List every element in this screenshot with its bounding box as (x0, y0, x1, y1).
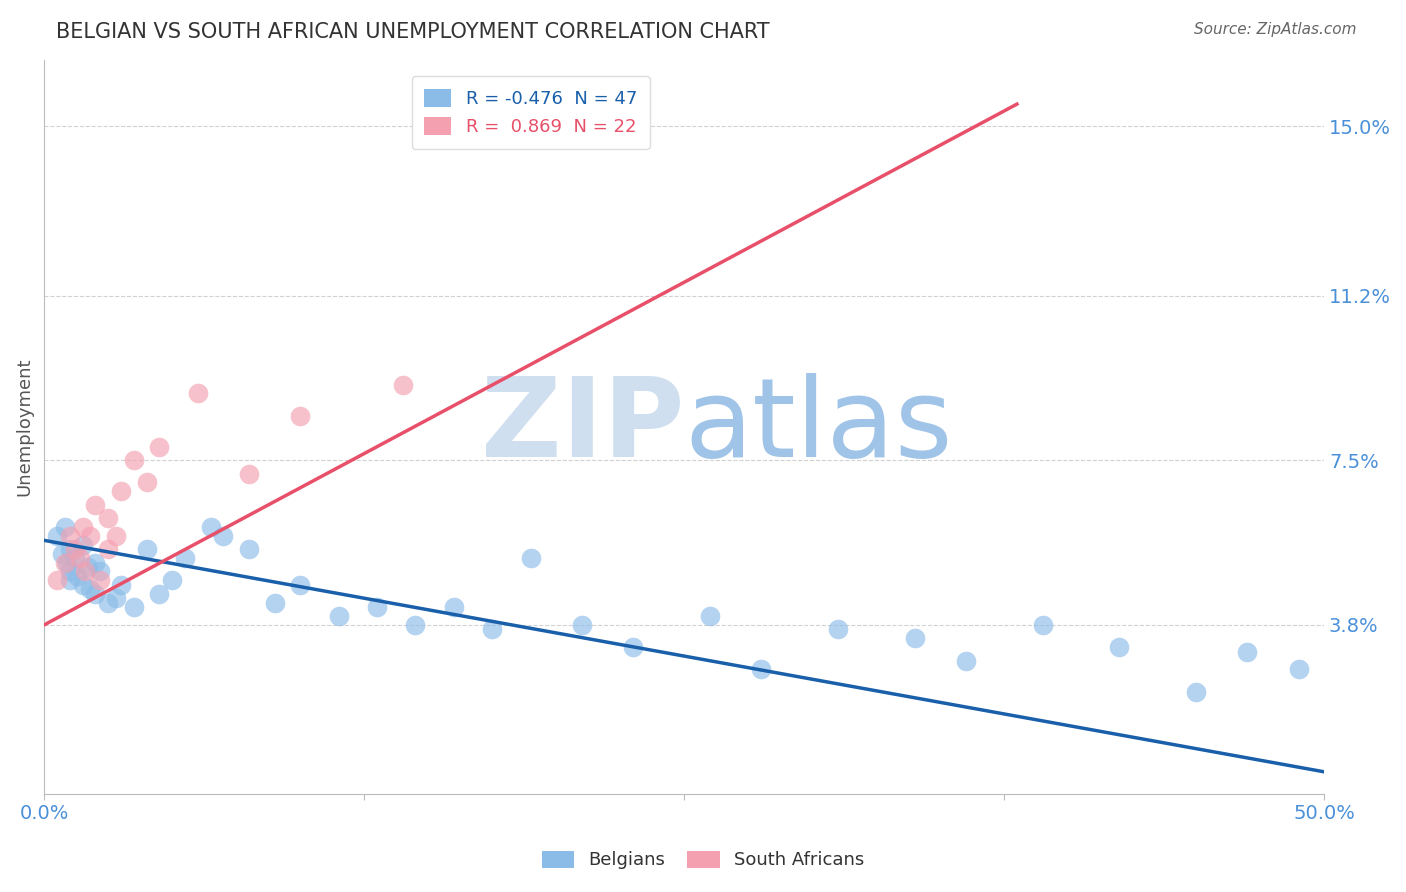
Point (97, 511, 120, 525)
Point (72, 520, 94, 534)
Point (187, 386, 209, 401)
Point (104, 529, 127, 543)
Point (174, 551, 197, 566)
Point (699, 609, 721, 624)
Point (955, 653, 977, 667)
Point (59, 565, 82, 579)
Point (76, 560, 98, 574)
Point (827, 623, 849, 637)
Point (148, 587, 170, 601)
Point (89, 565, 111, 579)
Point (404, 618, 426, 632)
Point (1108, 640, 1130, 655)
Point (571, 618, 593, 632)
Point (63, 551, 86, 566)
Point (75, 565, 97, 579)
Text: BELGIAN VS SOUTH AFRICAN UNEMPLOYMENT CORRELATION CHART: BELGIAN VS SOUTH AFRICAN UNEMPLOYMENT CO… (56, 22, 770, 42)
Point (328, 609, 350, 624)
Point (238, 467, 260, 481)
Point (443, 600, 465, 615)
Point (89, 574, 111, 588)
Point (621, 640, 644, 655)
Point (72, 538, 94, 552)
Point (84, 587, 107, 601)
Point (135, 542, 157, 557)
Point (104, 591, 127, 606)
Point (391, 377, 413, 392)
Point (79, 529, 101, 543)
Point (72, 578, 94, 592)
Point (110, 484, 132, 499)
Point (122, 453, 145, 467)
Point (263, 596, 285, 610)
Point (519, 551, 541, 566)
Point (110, 578, 132, 592)
Text: ZIP: ZIP (481, 374, 685, 480)
Point (59, 574, 82, 588)
Point (97, 542, 120, 557)
Point (481, 623, 503, 637)
Point (84, 556, 107, 570)
Point (200, 520, 222, 534)
Point (366, 600, 388, 615)
Point (63, 542, 86, 557)
Point (97, 596, 120, 610)
Point (45, 529, 67, 543)
Text: Source: ZipAtlas.com: Source: ZipAtlas.com (1194, 22, 1357, 37)
Point (59, 542, 82, 557)
Point (69, 551, 91, 566)
Point (135, 475, 157, 490)
Point (1288, 662, 1310, 676)
Point (66, 569, 89, 583)
Point (79, 582, 101, 597)
Point (212, 529, 235, 543)
Point (749, 662, 772, 676)
Point (494, 128, 516, 143)
Point (45, 574, 67, 588)
Point (1185, 684, 1208, 698)
Y-axis label: Unemployment: Unemployment (15, 358, 32, 496)
Point (84, 498, 107, 512)
Point (1236, 645, 1258, 659)
Point (238, 542, 260, 557)
Point (53, 556, 76, 570)
Point (56, 556, 79, 570)
Point (160, 574, 183, 588)
Point (1031, 618, 1053, 632)
Text: atlas: atlas (685, 374, 953, 480)
Point (288, 578, 311, 592)
Point (59, 529, 82, 543)
Point (51, 547, 73, 561)
Point (53, 520, 76, 534)
Point (288, 409, 311, 423)
Point (903, 632, 925, 646)
Point (148, 440, 170, 454)
Point (122, 600, 145, 615)
Legend: R = -0.476  N = 47, R =  0.869  N = 22: R = -0.476 N = 47, R = 0.869 N = 22 (412, 76, 650, 149)
Legend: Belgians, South Africans: Belgians, South Africans (533, 842, 873, 879)
